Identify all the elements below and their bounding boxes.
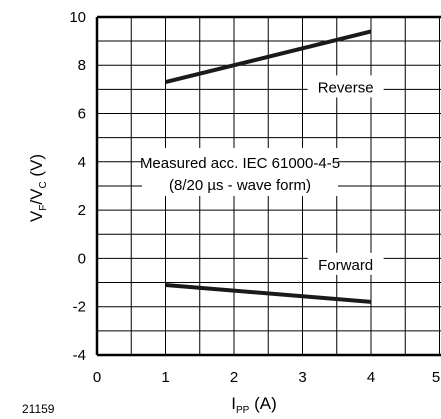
annotations: Measured acc. IEC 61000-4-5 (8/20 µs - wa… (140, 148, 340, 196)
annotation-line: Measured acc. IEC 61000-4-5 (140, 155, 340, 172)
series-label-forward: Forward (318, 257, 373, 274)
x-axis-label: IPP (A) (231, 394, 276, 416)
y-tick-label: 6 (78, 106, 86, 123)
annotation-bg (142, 148, 338, 196)
x-tick-label: 0 (93, 369, 101, 386)
x-tick-label: 4 (367, 369, 375, 386)
grid (95, 15, 441, 357)
y-tick-label: -2 (73, 299, 86, 316)
annotation-line: (8/20 µs - wave form) (169, 177, 311, 194)
x-tick-label: 3 (298, 369, 306, 386)
y-tick-labels: -4 -2 0 2 4 6 8 10 (69, 9, 86, 364)
x-tick-labels: 0 1 2 3 4 5 (93, 369, 440, 386)
y-tick-label: 2 (78, 202, 86, 219)
series-label-bg (307, 75, 384, 98)
series-line-reverse (165, 29, 372, 85)
y-tick-label: 10 (69, 9, 86, 26)
y-axis-label: VF/VC (V) (27, 154, 49, 222)
y-tick-label: 0 (78, 250, 86, 267)
figure-id: 21159 (22, 402, 55, 416)
y-tick-label: -4 (73, 347, 86, 364)
series-label-bg (307, 252, 384, 275)
x-tick-label: 5 (432, 369, 440, 386)
series-labels: Reverse Forward (307, 75, 384, 275)
x-tick-label: 1 (161, 369, 169, 386)
y-tick-label: 8 (78, 57, 86, 74)
y-tick-label: 4 (78, 154, 86, 171)
x-tick-label: 2 (230, 369, 238, 386)
series-lines (165, 29, 372, 304)
series-label-reverse: Reverse (318, 79, 374, 96)
series-line-forward (165, 282, 372, 304)
